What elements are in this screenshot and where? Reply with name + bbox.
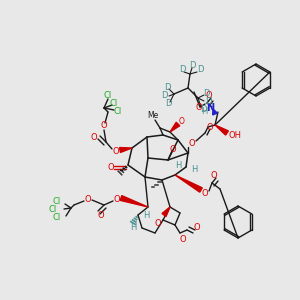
- Text: O: O: [202, 188, 208, 197]
- Text: O: O: [98, 211, 104, 220]
- Text: D: D: [165, 100, 171, 109]
- Text: O: O: [155, 218, 161, 227]
- Text: D: D: [200, 104, 206, 113]
- Text: D: D: [161, 92, 167, 100]
- Text: Cl: Cl: [53, 214, 61, 223]
- Text: O: O: [101, 122, 107, 130]
- Text: O: O: [179, 118, 185, 127]
- Polygon shape: [215, 125, 228, 135]
- Text: O: O: [114, 196, 120, 205]
- Text: Cl: Cl: [49, 206, 57, 214]
- Text: Cl: Cl: [53, 197, 61, 206]
- Text: O: O: [206, 91, 212, 100]
- Text: D: D: [164, 83, 170, 92]
- Text: D: D: [205, 98, 211, 106]
- Text: O: O: [211, 170, 217, 179]
- Text: O: O: [108, 163, 114, 172]
- Text: D: D: [179, 65, 185, 74]
- Text: O: O: [113, 146, 119, 155]
- Text: N: N: [206, 103, 214, 113]
- Text: D: D: [203, 89, 209, 98]
- Text: OH: OH: [229, 130, 242, 140]
- Polygon shape: [175, 175, 202, 192]
- Text: O: O: [85, 196, 91, 205]
- Text: O: O: [194, 224, 200, 232]
- Polygon shape: [162, 207, 170, 217]
- Polygon shape: [213, 109, 217, 115]
- Text: H: H: [175, 160, 181, 169]
- Text: Cl: Cl: [114, 107, 122, 116]
- Text: Cl: Cl: [104, 92, 112, 100]
- Text: H: H: [191, 166, 197, 175]
- Text: O: O: [170, 146, 176, 154]
- Text: Me: Me: [147, 112, 159, 121]
- Text: H: H: [130, 223, 136, 232]
- Polygon shape: [120, 148, 132, 152]
- Polygon shape: [170, 122, 180, 132]
- Text: H: H: [143, 211, 149, 220]
- Text: D: D: [189, 61, 195, 70]
- Text: D: D: [197, 65, 203, 74]
- Text: H: H: [201, 107, 207, 116]
- Text: O: O: [180, 235, 186, 244]
- Text: Cl: Cl: [110, 98, 118, 107]
- Text: O: O: [189, 139, 195, 148]
- Text: O: O: [207, 122, 213, 131]
- Text: O: O: [91, 134, 97, 142]
- Polygon shape: [120, 196, 148, 207]
- Text: O: O: [196, 103, 202, 112]
